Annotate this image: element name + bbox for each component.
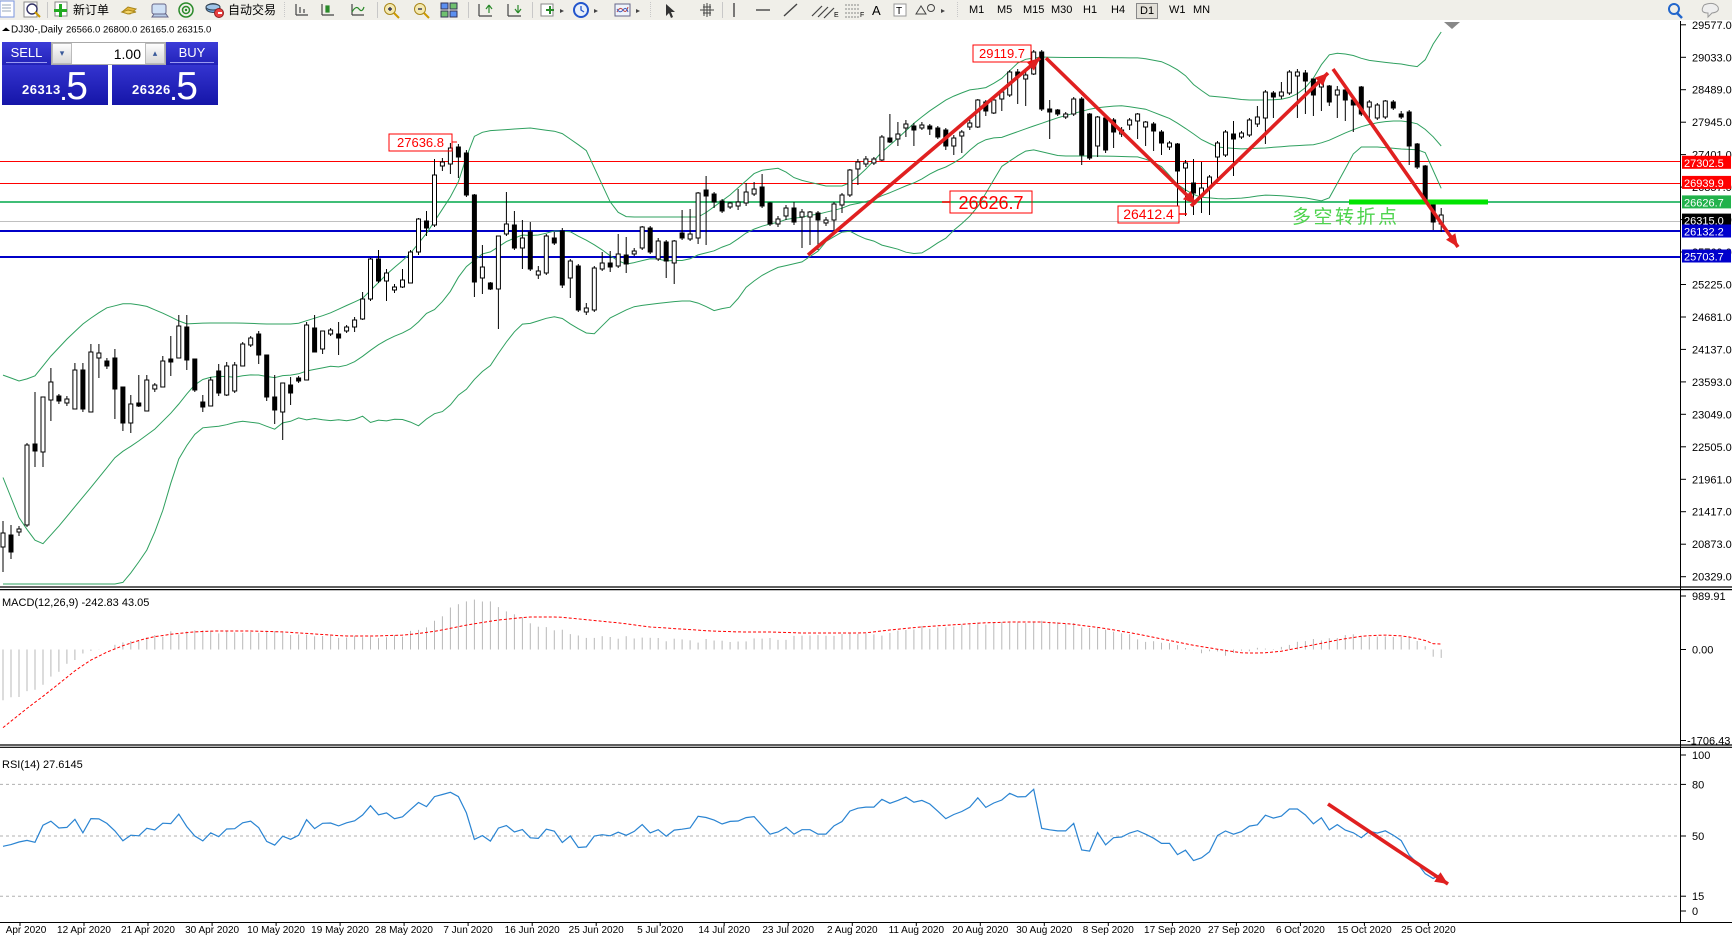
svg-text:26626.7: 26626.7: [958, 193, 1023, 213]
svg-text:50: 50: [1692, 831, 1704, 843]
svg-text:自动交易: 自动交易: [228, 2, 276, 17]
svg-text:23049.0: 23049.0: [1692, 409, 1732, 421]
svg-text:24681.0: 24681.0: [1692, 312, 1732, 324]
svg-text:29577.0: 29577.0: [1692, 20, 1732, 32]
svg-text:DJ30-,Daily: DJ30-,Daily: [11, 25, 63, 36]
svg-text:16 Jun 2020: 16 Jun 2020: [505, 925, 560, 936]
svg-text:7 Jun 2020: 7 Jun 2020: [443, 925, 493, 936]
svg-text:25 Jun 2020: 25 Jun 2020: [569, 925, 624, 936]
svg-text:20329.0: 20329.0: [1692, 572, 1732, 584]
svg-text:100: 100: [1692, 750, 1710, 762]
svg-text:30 Aug 2020: 30 Aug 2020: [1016, 925, 1073, 936]
svg-text:27945.0: 27945.0: [1692, 117, 1732, 129]
svg-text:21961.0: 21961.0: [1692, 474, 1732, 486]
svg-text:989.91: 989.91: [1692, 591, 1726, 603]
svg-text:26566.0 26800.0 26165.0 26315.: 26566.0 26800.0 26165.0 26315.0: [66, 25, 211, 36]
svg-text:6 Oct 2020: 6 Oct 2020: [1276, 925, 1325, 936]
svg-text:新订单: 新订单: [73, 2, 109, 17]
svg-text:T: T: [896, 6, 902, 17]
svg-text:10 May 2020: 10 May 2020: [247, 925, 305, 936]
svg-text:2 Aug 2020: 2 Aug 2020: [827, 925, 878, 936]
svg-text:26626.7: 26626.7: [1684, 197, 1724, 209]
svg-text:Apr 2020: Apr 2020: [6, 925, 47, 936]
svg-text:8 Sep 2020: 8 Sep 2020: [1083, 925, 1135, 936]
svg-text:11 Aug 2020: 11 Aug 2020: [889, 925, 945, 936]
svg-text:A: A: [872, 3, 881, 18]
svg-text:12 Apr 2020: 12 Apr 2020: [57, 925, 111, 936]
svg-text:RSI(14) 27.6145: RSI(14) 27.6145: [2, 759, 83, 771]
svg-text:21417.0: 21417.0: [1692, 507, 1732, 519]
svg-text:0.00: 0.00: [1692, 645, 1713, 657]
svg-text:26412.4: 26412.4: [1123, 206, 1174, 222]
svg-text:20873.0: 20873.0: [1692, 539, 1732, 551]
svg-text:23 Jul 2020: 23 Jul 2020: [762, 925, 814, 936]
svg-text:25703.7: 25703.7: [1684, 252, 1724, 264]
svg-text:15: 15: [1692, 891, 1704, 903]
svg-text:24137.0: 24137.0: [1692, 344, 1732, 356]
svg-text:29033.0: 29033.0: [1692, 52, 1732, 64]
svg-text:15 Oct 2020: 15 Oct 2020: [1337, 925, 1392, 936]
svg-text:25225.0: 25225.0: [1692, 280, 1732, 292]
svg-text:25 Oct 2020: 25 Oct 2020: [1401, 925, 1456, 936]
svg-text:多空转折点: 多空转折点: [1292, 206, 1400, 228]
svg-text:27302.5: 27302.5: [1684, 158, 1724, 170]
svg-text:26132.2: 26132.2: [1684, 227, 1724, 239]
svg-text:22505.0: 22505.0: [1692, 442, 1732, 454]
svg-text:28489.0: 28489.0: [1692, 85, 1732, 97]
svg-text:F: F: [860, 12, 864, 19]
svg-text:27636.8: 27636.8: [397, 135, 444, 150]
svg-text:E: E: [834, 12, 839, 19]
svg-text:29119.7: 29119.7: [979, 46, 1025, 61]
svg-text:5 Jul 2020: 5 Jul 2020: [637, 925, 684, 936]
svg-text:17 Sep 2020: 17 Sep 2020: [1144, 925, 1201, 936]
svg-text:23593.0: 23593.0: [1692, 377, 1732, 389]
svg-text:80: 80: [1692, 779, 1704, 791]
svg-text:27 Sep 2020: 27 Sep 2020: [1208, 925, 1265, 936]
svg-text:-1706.43: -1706.43: [1687, 736, 1730, 748]
svg-text:28 May 2020: 28 May 2020: [375, 925, 433, 936]
svg-text:21 Apr 2020: 21 Apr 2020: [121, 925, 175, 936]
svg-text:19 May 2020: 19 May 2020: [311, 925, 369, 936]
svg-text:MACD(12,26,9) -242.83 43.05: MACD(12,26,9) -242.83 43.05: [2, 597, 149, 609]
svg-text:0: 0: [1692, 906, 1698, 918]
svg-text:14 Jul 2020: 14 Jul 2020: [698, 925, 750, 936]
svg-text:26939.9: 26939.9: [1684, 178, 1724, 190]
svg-text:20 Aug 2020: 20 Aug 2020: [952, 925, 1009, 936]
svg-text:30 Apr 2020: 30 Apr 2020: [185, 925, 239, 936]
